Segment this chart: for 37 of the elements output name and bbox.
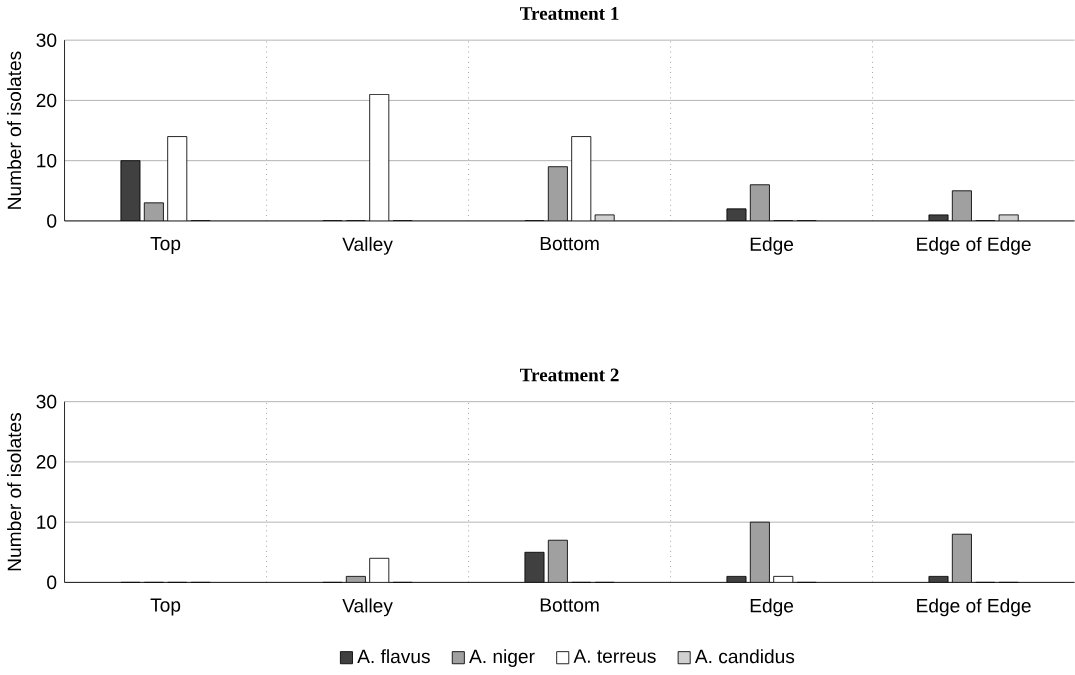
x-tick-label: Edge of Edge	[917, 598, 1031, 617]
y-tick-label: 0	[47, 214, 57, 228]
bar	[726, 576, 747, 583]
x-tick-label: Top	[150, 237, 181, 255]
legend-label: A. niger	[469, 649, 535, 668]
bar	[750, 184, 770, 222]
x-tick-label: Bottom	[540, 598, 599, 612]
y-tick-label: 10	[37, 154, 57, 168]
x-tick-label: Edge	[750, 598, 794, 617]
bar	[928, 576, 949, 583]
x-tick-label: Valley	[342, 598, 393, 617]
legend-label: A. terreus	[573, 649, 656, 664]
y-tick-label: 20	[36, 455, 57, 469]
bar	[951, 533, 972, 583]
y-tick-label: 10	[37, 515, 57, 530]
y-tick-label: 30	[36, 33, 57, 48]
x-tick-label: Edge of Edge	[917, 237, 1031, 255]
chart-title: Treatment 2	[520, 368, 619, 382]
y-tick-label: 0	[47, 575, 57, 590]
bar	[548, 166, 568, 222]
x-tick-label: Top	[150, 598, 181, 616]
y-axis-title: Number of isolates	[7, 413, 22, 571]
y-tick-label: 30	[36, 395, 57, 409]
x-tick-label: Edge	[750, 237, 794, 255]
bar	[773, 576, 794, 583]
bar	[524, 551, 545, 583]
bar	[951, 190, 972, 222]
x-tick-label: Valley	[342, 237, 393, 255]
y-tick-label: 20	[36, 93, 57, 108]
bar	[369, 558, 390, 583]
bar	[345, 576, 366, 583]
y-axis-title: Number of isolates	[7, 51, 22, 209]
legend-label: A. flavus	[357, 649, 430, 664]
chart-title: Treatment 1	[520, 7, 619, 21]
x-tick-label: Bottom	[540, 237, 599, 251]
bar	[547, 539, 568, 583]
legend-label: A. candidus	[694, 649, 795, 664]
